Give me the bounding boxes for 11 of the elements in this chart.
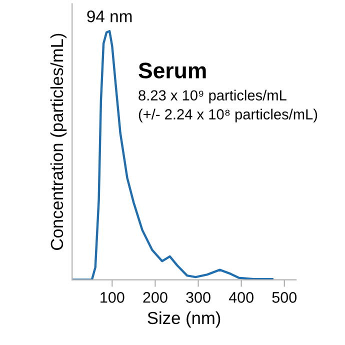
x-tick-label: 100	[100, 292, 124, 303]
x-axis-title: Size (nm)	[148, 311, 220, 328]
annotation: 94 nm	[87, 10, 132, 22]
x-tick-label: 400	[228, 292, 254, 303]
y-axis-title: Concentration (particles/mL)	[50, 34, 67, 250]
x-tick-label: 200	[143, 292, 168, 303]
x-tick-label: 500	[272, 292, 297, 303]
annotation: (+/- 2.24 x 10⁸ particles/mL)	[138, 108, 318, 122]
annotation: Serum	[138, 62, 206, 78]
x-tick-label: 300	[186, 292, 210, 303]
annotation: 8.23 x 10⁹ particles/mL	[138, 90, 286, 104]
